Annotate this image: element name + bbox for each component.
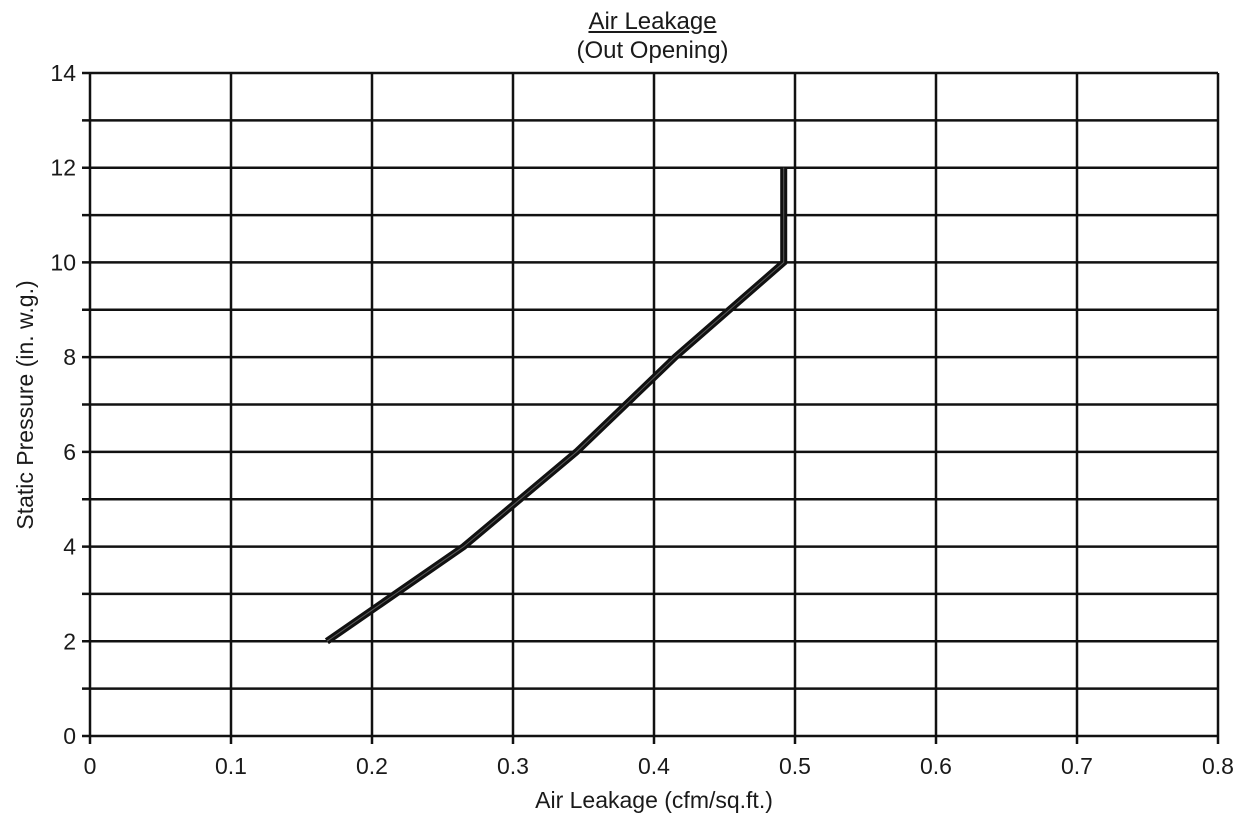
y-tick-label: 4 [63,534,76,560]
chart-subtitle: (Out Opening) [576,37,729,64]
x-tick-label: 0 [84,753,97,779]
y-axis-ticks: 0 2 4 6 8 10 12 14 [50,60,76,749]
x-tick-label: 0.7 [1061,753,1093,779]
series-line-highlight [326,167,785,642]
y-tick-label: 8 [63,344,76,370]
y-axis-label: Static Pressure (in. w.g.) [12,280,38,529]
x-tick-label: 0.1 [215,753,247,779]
x-tick-label: 0.6 [920,753,952,779]
x-axis-label: Air Leakage (cfm/sq.ft.) [535,787,773,813]
series-layer [324,167,788,645]
y-tick-label: 6 [63,439,76,465]
x-tick-label: 0.5 [779,753,811,779]
chart-title: Air Leakage [588,8,717,35]
y-tick-label: 2 [63,628,76,654]
y-tick-label: 0 [63,723,76,749]
y-tick-label: 14 [50,60,76,86]
x-tick-label: 0.4 [638,753,670,779]
x-axis-ticks: 0 0.1 0.2 0.3 0.4 0.5 0.6 0.7 0.8 [84,753,1234,779]
y-tick-label: 12 [50,155,76,181]
x-tick-label: 0.8 [1202,753,1234,779]
x-tick-label: 0.2 [356,753,388,779]
x-tick-label: 0.3 [497,753,529,779]
grid [82,71,1220,744]
y-tick-label: 10 [50,249,76,275]
